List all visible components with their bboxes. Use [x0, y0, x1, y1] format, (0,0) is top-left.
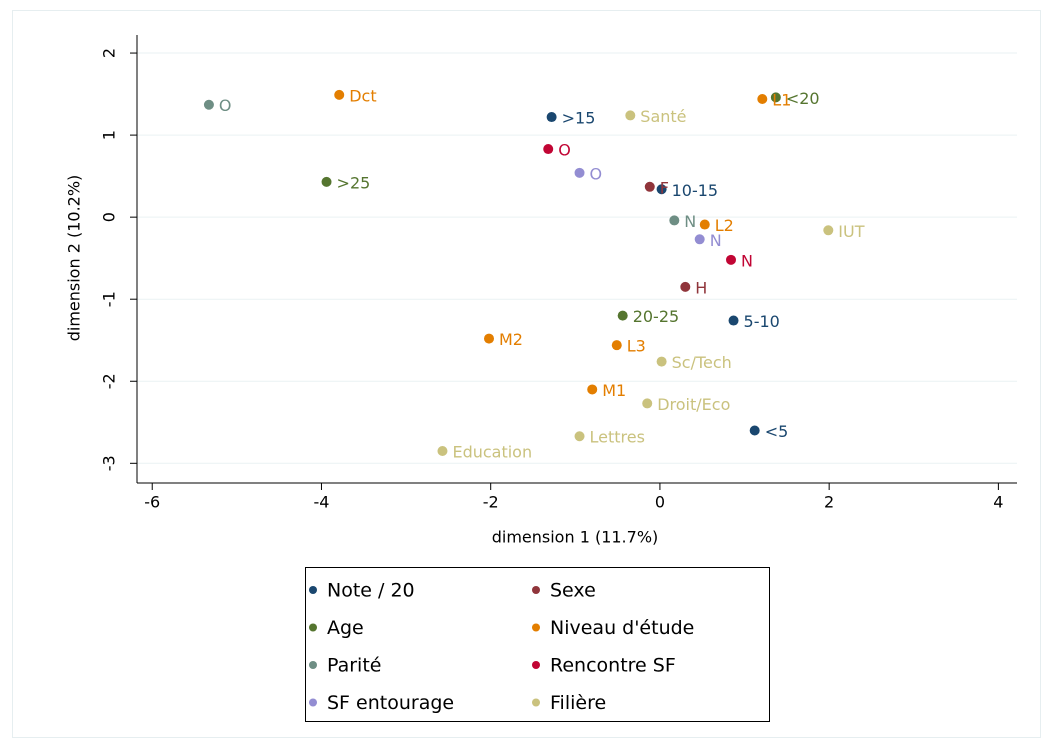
point	[611, 340, 622, 351]
point	[749, 425, 760, 436]
point-label: Sc/Tech	[672, 353, 732, 372]
legend-marker	[309, 661, 317, 669]
point	[694, 234, 705, 245]
point-label: O	[590, 164, 603, 183]
legend-label: Note / 20	[327, 580, 415, 602]
point	[642, 398, 653, 409]
point-label: L3	[627, 337, 646, 356]
point	[726, 254, 736, 265]
point	[757, 94, 768, 104]
point-label: Dct	[349, 86, 376, 105]
legend-label: Filière	[550, 692, 606, 714]
y-tick-label: -3	[100, 455, 119, 471]
legend-label: Rencontre SF	[550, 655, 676, 677]
point-label: L1	[772, 91, 791, 110]
legend-label: Age	[327, 617, 364, 639]
point-label: 20-25	[633, 307, 680, 326]
point-label: Droit/Eco	[657, 395, 730, 414]
y-tick-label: 0	[100, 212, 119, 222]
y-axis-title: dimension 2 (10.2%)	[65, 175, 84, 342]
outer-frame	[12, 10, 1041, 738]
legend-label: Sexe	[550, 580, 596, 602]
x-tick-label: -6	[144, 493, 160, 512]
x-tick-label: 2	[824, 493, 834, 512]
point-label: N	[710, 231, 722, 250]
point	[321, 176, 332, 187]
point-label: <5	[765, 422, 789, 441]
y-tick-label: -1	[100, 291, 119, 307]
point	[669, 215, 680, 226]
legend-marker	[532, 586, 540, 594]
point-label: IUT	[838, 222, 864, 241]
point	[656, 184, 667, 195]
legend-marker	[532, 698, 540, 707]
point-label: 5-10	[744, 312, 780, 331]
point	[770, 92, 781, 103]
point-label: N	[741, 251, 753, 270]
x-axis-title: dimension 1 (11.7%)	[492, 528, 659, 547]
point	[484, 333, 494, 344]
point	[546, 112, 557, 123]
point-label: <20	[786, 89, 820, 108]
point	[617, 310, 628, 321]
point-label: O	[219, 96, 232, 115]
point	[625, 110, 636, 121]
point	[728, 315, 739, 326]
point-label: Education	[452, 443, 532, 462]
point	[680, 281, 691, 292]
point	[203, 99, 214, 110]
legend-marker	[309, 623, 317, 632]
point	[334, 89, 345, 100]
x-tick-label: -2	[483, 493, 499, 512]
point-label: N	[684, 212, 696, 231]
point	[543, 144, 554, 155]
point-label: >15	[562, 109, 596, 128]
point-label: O	[558, 141, 571, 160]
point	[574, 431, 585, 442]
legend-marker	[532, 623, 540, 632]
point	[823, 225, 834, 236]
point	[644, 181, 655, 192]
point-label: M1	[602, 381, 626, 400]
point	[574, 167, 585, 178]
legend-label: Parité	[327, 655, 381, 677]
point-label: M2	[499, 330, 523, 349]
point	[587, 384, 598, 395]
point-label: 10-15	[672, 181, 719, 200]
point-label: L2	[715, 216, 734, 235]
point	[699, 219, 710, 230]
y-tick-label: 1	[100, 130, 119, 140]
x-tick-label: 0	[655, 493, 665, 512]
point-label: Santé	[640, 107, 686, 126]
point-label: >25	[337, 173, 371, 192]
point	[437, 446, 448, 456]
legend-marker	[532, 661, 540, 669]
legend-marker	[309, 698, 317, 707]
legend-label: Niveau d'étude	[550, 617, 694, 639]
legend-label: SF entourage	[327, 692, 454, 714]
y-tick-label: -2	[100, 373, 119, 389]
x-tick-label: 4	[993, 493, 1003, 512]
legend-marker	[309, 586, 317, 594]
x-tick-label: -4	[313, 493, 329, 512]
y-tick-label: 2	[100, 48, 119, 58]
point	[656, 356, 667, 367]
point-label: H	[695, 278, 707, 297]
point-label: Lettres	[590, 428, 645, 447]
point-label: F	[660, 178, 669, 197]
